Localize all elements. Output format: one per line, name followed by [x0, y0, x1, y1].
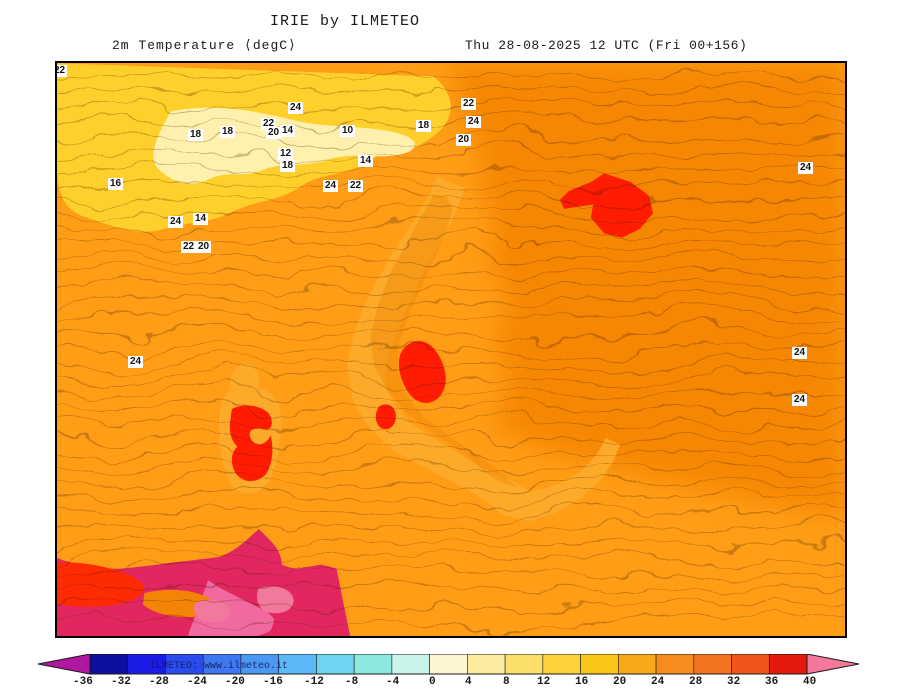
svg-text:ILMETEO: www.ilmeteo.it: ILMETEO: www.ilmeteo.it — [150, 660, 288, 672]
